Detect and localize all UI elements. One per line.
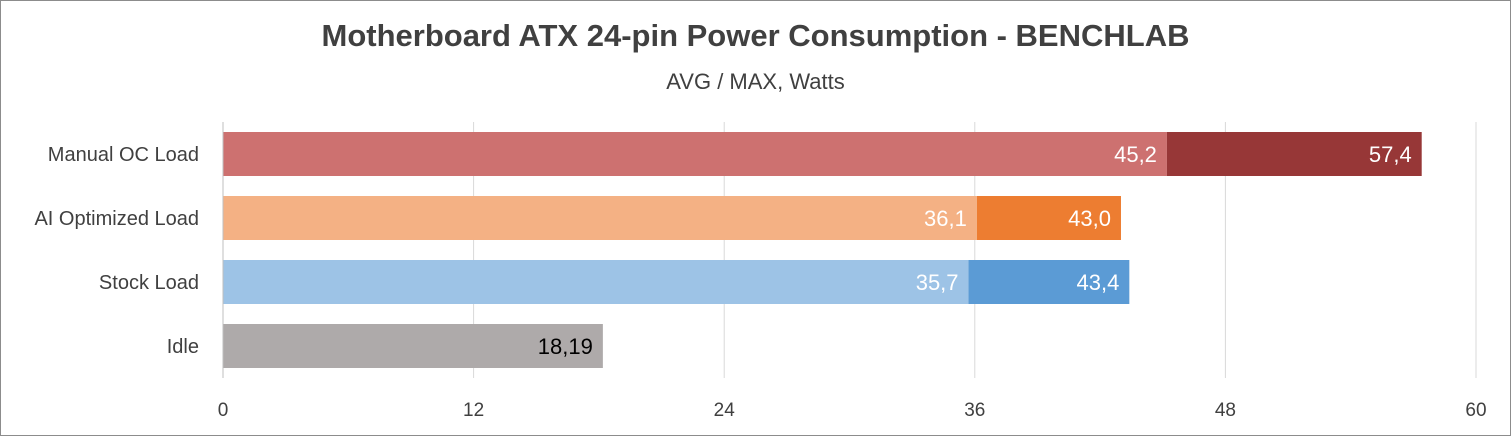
category-label-0: Manual OC Load [48, 144, 199, 166]
chart-title: Motherboard ATX 24-pin Power Consumption… [321, 18, 1190, 53]
bar-avg-2 [223, 260, 969, 304]
data-label-max-1: 43,0 [1068, 206, 1111, 231]
x-tick-label-2: 24 [714, 400, 736, 421]
bar-avg-3 [223, 324, 603, 368]
data-label-avg-3: 18,19 [538, 334, 593, 359]
bar-avg-0 [223, 132, 1167, 176]
bar-max-2 [968, 260, 1130, 304]
category-label-3: Idle [167, 336, 199, 358]
data-label-max-0: 57,4 [1369, 142, 1412, 167]
chart-subtitle: AVG / MAX, Watts [666, 69, 845, 94]
data-label-avg-1: 36,1 [924, 206, 967, 231]
x-tick-label-4: 48 [1215, 400, 1236, 421]
x-tick-label-5: 60 [1465, 400, 1486, 421]
bar-max-1 [976, 196, 1121, 240]
category-label-2: Stock Load [99, 272, 199, 294]
category-label-1: AI Optimized Load [34, 208, 199, 230]
x-tick-label-1: 12 [463, 400, 484, 421]
data-label-max-2: 43,4 [1077, 270, 1120, 295]
data-label-avg-2: 35,7 [916, 270, 959, 295]
x-tick-label-0: 0 [218, 400, 229, 421]
bar-avg-1 [223, 196, 977, 240]
bar-max-0 [1166, 132, 1422, 176]
x-tick-label-3: 36 [964, 400, 985, 421]
data-label-avg-0: 45,2 [1114, 142, 1157, 167]
